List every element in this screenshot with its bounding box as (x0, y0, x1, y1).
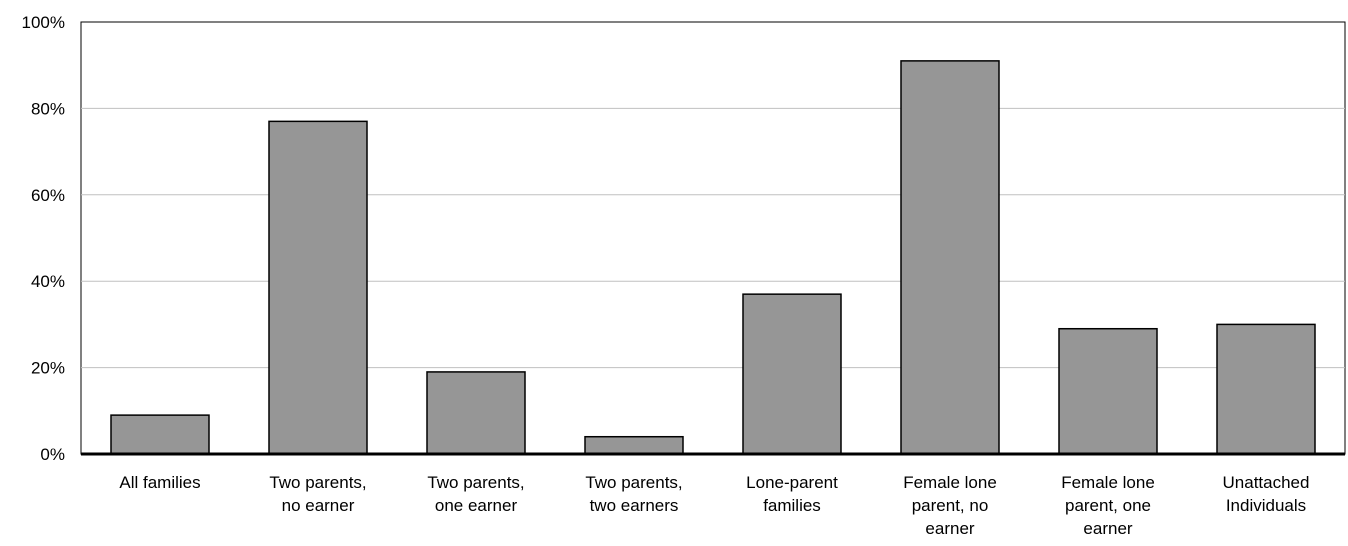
x-category-label: Two parents, two earners (585, 473, 682, 515)
x-category-label: Unattached Individuals (1223, 473, 1310, 515)
x-category-label: All families (119, 473, 200, 492)
bars (110, 60, 1316, 455)
bar (426, 371, 526, 455)
y-tick-label: 0% (40, 445, 65, 464)
y-tick-label: 100% (22, 13, 65, 32)
y-tick-label: 60% (31, 186, 65, 205)
x-category-label: Female lone parent, no earner (903, 473, 997, 538)
bar (1216, 323, 1316, 455)
y-tick-label: 40% (31, 272, 65, 291)
x-category-label: Female lone parent, one earner (1061, 473, 1155, 538)
y-tick-label: 20% (31, 359, 65, 378)
x-category-label: Two parents, one earner (427, 473, 524, 515)
y-axis-ticks: 0% 20% 40% 60% 80% 100% (22, 13, 65, 464)
x-category-label: Two parents, no earner (269, 473, 366, 515)
bar (584, 435, 684, 455)
y-tick-label: 80% (31, 99, 65, 118)
bar (1058, 327, 1158, 455)
bar (900, 60, 1000, 455)
bar (268, 120, 368, 455)
x-axis-labels: All families Two parents, no earner Two par… (119, 473, 1309, 538)
x-category-label: Lone-parent families (746, 473, 838, 515)
bar (110, 414, 210, 455)
bar (742, 293, 842, 455)
